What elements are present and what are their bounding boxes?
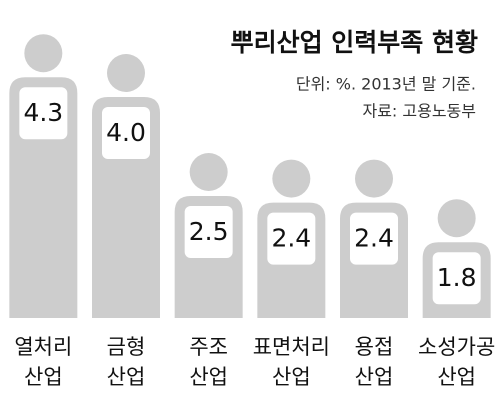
value-box: [19, 87, 68, 140]
category-label: 금형: [107, 335, 146, 359]
figure-head: [437, 199, 476, 238]
chart-title: 뿌리산업 인력부족 현황: [231, 28, 478, 57]
figure-head: [107, 54, 145, 92]
category-label: 표면처리: [253, 335, 330, 359]
category-label: 산업: [437, 365, 476, 389]
chart-source: 자료: 고용노동부: [362, 102, 476, 121]
category-label: 주조: [189, 335, 228, 359]
value-label: 4.3: [23, 98, 63, 127]
category-label: 산업: [107, 365, 146, 389]
chart-subtitle: 단위: %. 2013년 말 기준.: [296, 75, 476, 94]
category-label: 산업: [355, 365, 394, 389]
category-label: 용접: [355, 335, 394, 359]
category-label: 열처리: [14, 335, 72, 359]
value-box: [267, 212, 316, 265]
value-box: [102, 107, 150, 159]
value-label: 4.0: [106, 118, 146, 147]
value-label: 1.8: [437, 263, 477, 292]
value-label: 2.5: [189, 217, 229, 246]
category-label: 산업: [272, 365, 311, 389]
figure-head: [24, 34, 63, 73]
value-label: 2.4: [354, 224, 394, 253]
value-box: [184, 206, 233, 258]
figure-head: [189, 153, 228, 191]
category-label: 소성가공: [418, 335, 495, 359]
value-label: 2.4: [271, 224, 311, 253]
value-box: [350, 212, 398, 265]
category-label: 산업: [189, 365, 228, 389]
value-box: [432, 252, 481, 305]
figure-head: [355, 159, 393, 198]
figure-head: [272, 159, 311, 198]
category-label: 산업: [24, 365, 63, 389]
